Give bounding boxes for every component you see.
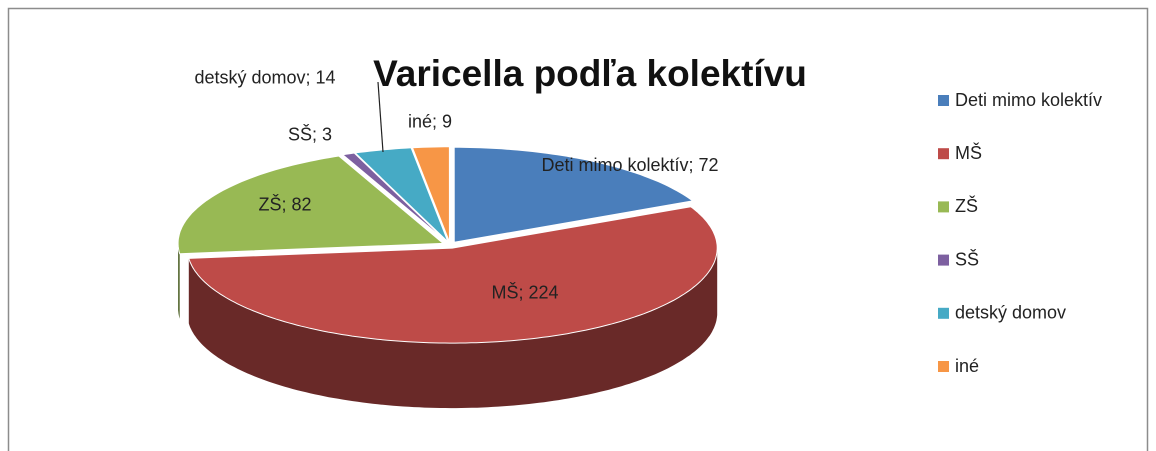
pie xyxy=(177,146,718,409)
legend-label: SŠ xyxy=(955,248,979,269)
slice xyxy=(411,146,450,242)
legend-label: Deti mimo kolektív xyxy=(955,90,1102,110)
legend: Deti mimo kolektív MŠ ZŠ SŠ detský domov iné xyxy=(938,90,1102,376)
leader-line xyxy=(377,81,384,153)
slice-side xyxy=(178,243,180,319)
legend-swatch xyxy=(938,254,949,266)
slice xyxy=(177,155,445,255)
legend-swatch xyxy=(938,361,949,372)
legend-swatch xyxy=(938,148,949,160)
legend-label: iné xyxy=(955,356,979,376)
legend-swatch xyxy=(938,307,949,319)
chart-title: Varicella podľa kolektívu xyxy=(373,53,807,94)
legend-label: ZŠ xyxy=(955,195,978,216)
data-label: ZŠ; 82 xyxy=(258,194,312,215)
legend-label: MŠ xyxy=(955,142,982,163)
data-label: detský domov; 14 xyxy=(194,67,336,88)
slice xyxy=(341,152,448,243)
legend-label: detský domov xyxy=(955,303,1066,323)
data-label: MŠ; 224 xyxy=(491,282,559,303)
data-label: Deti mimo kolektív; 72 xyxy=(541,155,719,175)
data-label: iné; 9 xyxy=(407,111,453,132)
slice xyxy=(188,206,718,344)
chart-border xyxy=(7,7,1149,451)
legend-swatch xyxy=(938,201,949,213)
slice-side xyxy=(188,248,718,409)
legend-swatch xyxy=(938,95,949,106)
slice xyxy=(453,146,694,243)
data-label: SŠ; 3 xyxy=(287,124,333,145)
